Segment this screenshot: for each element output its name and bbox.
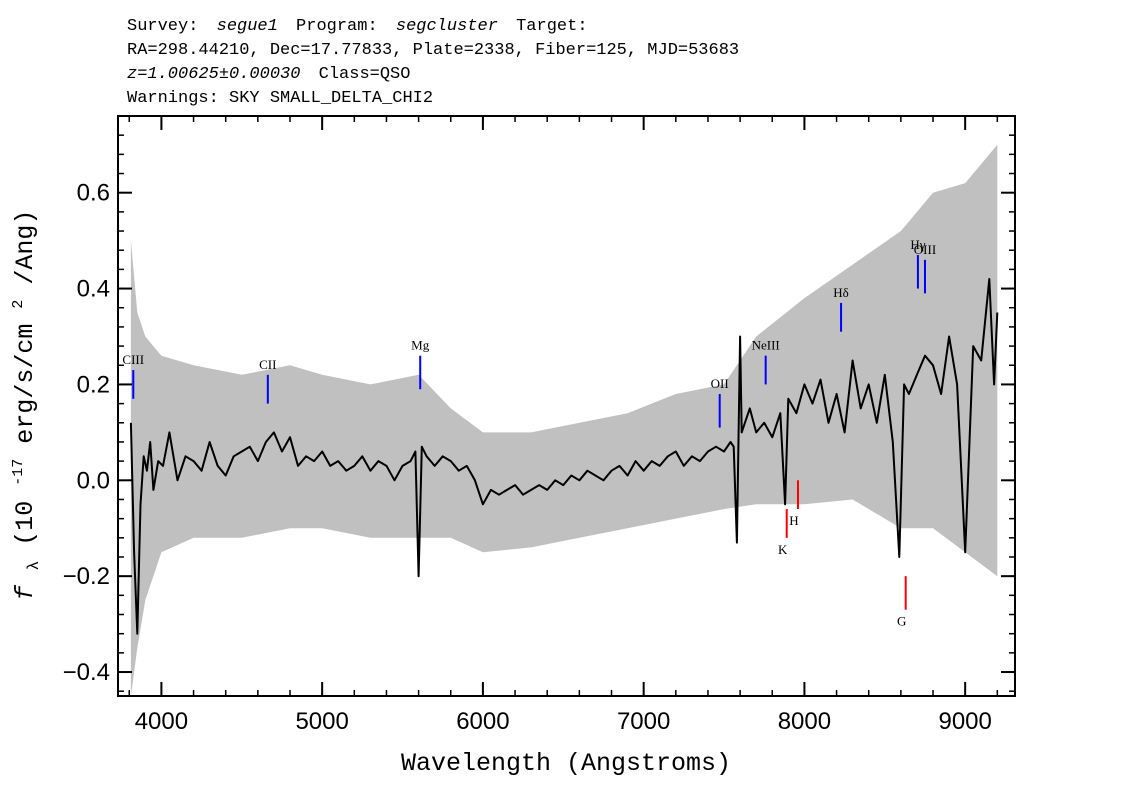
plot-frame	[117, 115, 1016, 697]
y-tick-label: 0.4	[77, 276, 110, 303]
emission-label-h: Hγ	[910, 237, 925, 252]
x-tick-label: 7000	[617, 708, 670, 735]
y-axis-title: f λ (10 -17 erg/s/cm 2 /Ang)	[1, 210, 46, 601]
y-tick-label: −0.4	[63, 659, 110, 686]
target-label: Target:	[516, 17, 587, 36]
flux-layer	[129, 278, 999, 635]
y-axis-title-units-tail: /Ang)	[11, 210, 40, 285]
absorption-label-g: G	[897, 614, 906, 629]
class-value: Class=QSO	[319, 65, 411, 84]
header-line-1: Survey: segue1 Program: segcluster Targe…	[127, 17, 588, 36]
redshift-value: z=1.00625±0.00030	[127, 65, 300, 84]
x-tick-label: 9000	[938, 708, 991, 735]
emission-label-mg: Mg	[411, 338, 430, 353]
header-line-4: Warnings: SKY SMALL_DELTA_CHI2	[127, 89, 433, 108]
y-axis-title-units: erg/s/cm	[11, 324, 40, 444]
absorption-label-h: H	[789, 513, 798, 528]
x-tick-label: 5000	[295, 708, 348, 735]
absorption-label-k: K	[778, 542, 788, 557]
x-axis-title: Wavelength (Angstroms)	[401, 749, 731, 778]
emission-label-neiii: NeIII	[752, 338, 780, 353]
y-tick-label: 0.6	[77, 180, 110, 207]
header-line-3: z=1.00625±0.00030 Class=QSO	[127, 65, 410, 84]
header-line-2: RA=298.44210, Dec=17.77833, Plate=2338, …	[127, 41, 739, 60]
y-axis-title-units-exp: 2	[10, 300, 27, 309]
x-tick-label: 8000	[778, 708, 831, 735]
error-envelope	[130, 144, 998, 697]
y-axis-title-f: f	[11, 584, 40, 600]
emission-label-oiii: OIII	[914, 242, 936, 257]
x-tick-label: 4000	[135, 708, 188, 735]
axis-ticks-layer: 4000 5000 6000 7000 8000 9000 −0.4 −0.2 0.0 0.2 0.…	[63, 116, 1015, 735]
y-tick-label: 0.0	[77, 467, 110, 494]
program-label: Program:	[296, 17, 378, 36]
error-envelope-layer	[130, 144, 998, 697]
y-axis-title-rest: (10	[11, 501, 40, 546]
survey-label: Survey:	[127, 17, 198, 36]
emission-label-cii: CII	[259, 357, 276, 372]
emission-label-ciii: CIII	[122, 352, 144, 367]
survey-value: segue1	[217, 17, 278, 36]
program-value: segcluster	[396, 17, 498, 36]
y-axis-title-sub: λ	[25, 561, 43, 571]
emission-label-h: Hδ	[833, 285, 849, 300]
flux-line	[129, 278, 999, 635]
x-tick-label: 6000	[456, 708, 509, 735]
y-tick-label: −0.2	[63, 563, 110, 590]
chart-header: Survey: segue1 Program: segcluster Targe…	[127, 17, 739, 108]
emission-label-oii: OII	[711, 376, 729, 391]
y-tick-label: 0.2	[77, 371, 110, 398]
y-axis-title-exp: -17	[10, 459, 27, 486]
